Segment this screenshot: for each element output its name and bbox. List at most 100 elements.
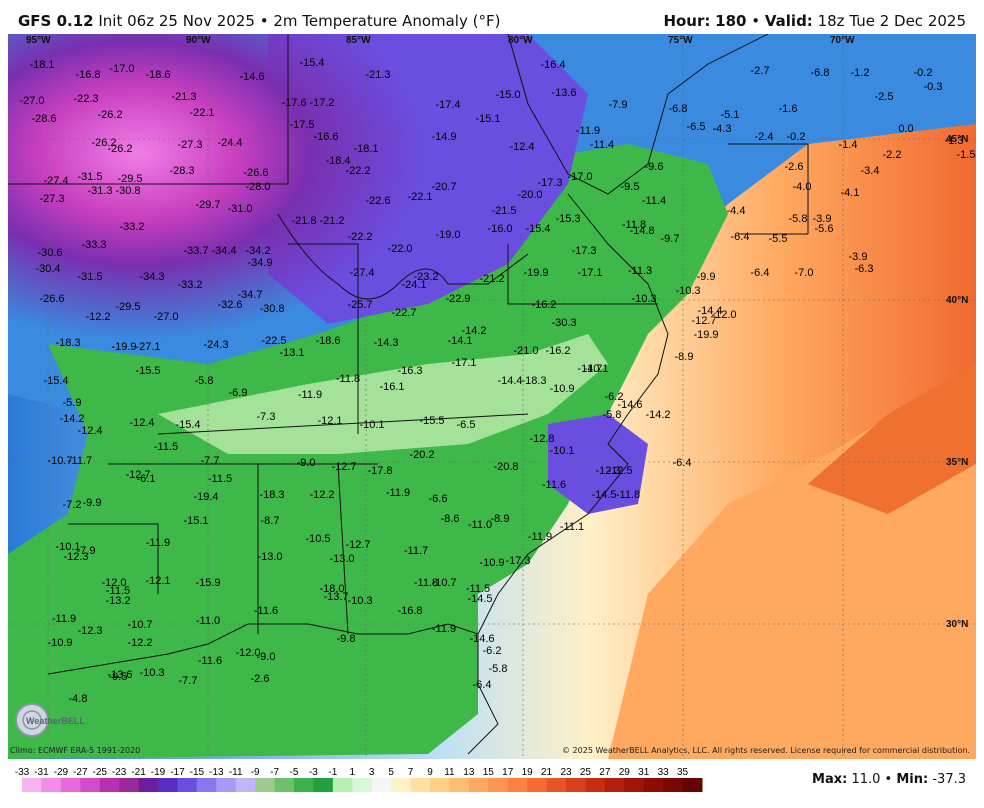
anomaly-value-label: -3.9 bbox=[813, 213, 832, 225]
scale-tick-label: -5 bbox=[290, 767, 299, 778]
anomaly-value-label: -22.2 bbox=[347, 231, 372, 243]
anomaly-value-label: -10.3 bbox=[139, 667, 164, 679]
anomaly-value-label: -14.6 bbox=[469, 633, 494, 645]
anomaly-value-label: -18.1 bbox=[29, 59, 54, 71]
scale-tick-label: 31 bbox=[638, 767, 650, 778]
anomaly-value-label: -19.9 bbox=[523, 267, 548, 279]
anomaly-value-label: -8.6 bbox=[441, 513, 460, 525]
anomaly-value-label: -19.9 bbox=[693, 329, 718, 341]
anomaly-value-label: -7.3 bbox=[257, 411, 276, 423]
anomaly-value-label: -13.7 bbox=[323, 591, 348, 603]
scale-swatch bbox=[527, 778, 548, 792]
anomaly-value-label: -24.1 bbox=[401, 279, 426, 291]
anomaly-value-label: -11.4 bbox=[642, 195, 666, 207]
anomaly-value-label: -12.2 bbox=[127, 637, 152, 649]
anomaly-value-label: -22.7 bbox=[391, 307, 416, 319]
header-title: GFS 0.12 Init 06z 25 Nov 2025 • 2m Tempe… bbox=[18, 12, 500, 30]
anomaly-value-label: -8.9 bbox=[675, 351, 694, 363]
anomaly-value-label: -1.5 bbox=[957, 149, 976, 161]
anomaly-value-label: -22.0 bbox=[387, 243, 412, 255]
anomaly-value-label: -22.2 bbox=[345, 165, 370, 177]
scale-swatch bbox=[60, 778, 81, 792]
anomaly-value-label: -11.0 bbox=[468, 519, 492, 531]
lon-label: 75°W bbox=[668, 35, 693, 46]
scale-tick-label: -13 bbox=[209, 767, 224, 778]
anomaly-value-label: -12.3 bbox=[63, 551, 88, 563]
anomaly-value-label: -22.9 bbox=[445, 293, 470, 305]
map-header: GFS 0.12 Init 06z 25 Nov 2025 • 2m Tempe… bbox=[0, 0, 984, 34]
anomaly-value-label: -22.1 bbox=[189, 107, 214, 119]
anomaly-value-label: -27.0 bbox=[153, 311, 178, 323]
scale-tick-label: 13 bbox=[463, 767, 475, 778]
scale-swatch bbox=[22, 778, 42, 792]
scale-swatch bbox=[158, 778, 178, 792]
anomaly-value-label: -17.0 bbox=[567, 171, 592, 183]
anomaly-value-label: -24.4 bbox=[217, 137, 242, 149]
lon-label: 95°W bbox=[26, 35, 51, 46]
anomaly-value-label: -21.3 bbox=[365, 69, 390, 81]
scale-swatch bbox=[449, 778, 470, 792]
anomaly-value-label: -33.3 bbox=[81, 239, 106, 251]
anomaly-value-label: -15.4 bbox=[299, 57, 324, 69]
anomaly-value-label: -4.0 bbox=[793, 181, 812, 193]
anomaly-value-label: -5.5 bbox=[769, 233, 788, 245]
anomaly-value-label: -13.0 bbox=[329, 553, 354, 565]
scale-tick-label: -7 bbox=[270, 767, 279, 778]
anomaly-value-label: -18.3 bbox=[55, 337, 80, 349]
anomaly-value-label: -11.8 bbox=[616, 489, 640, 501]
anomaly-value-label: -11.9 bbox=[146, 537, 170, 549]
copyright-note: © 2025 WeatherBELL Analytics, LLC. All r… bbox=[562, 746, 970, 755]
anomaly-value-label: -15.4 bbox=[175, 419, 200, 431]
anomaly-value-label: -14.4 bbox=[697, 305, 722, 317]
anomaly-value-label: -11.7 bbox=[68, 455, 92, 467]
scale-swatch bbox=[371, 778, 392, 792]
anomaly-value-label: -4.3 bbox=[713, 123, 732, 135]
anomaly-value-label: -27.1 bbox=[135, 341, 160, 353]
scale-tick-label: 35 bbox=[677, 767, 689, 778]
anomaly-value-label: -9.9 bbox=[83, 497, 102, 509]
anomaly-value-label: -28.6 bbox=[31, 113, 56, 125]
anomaly-value-label: -6.4 bbox=[673, 457, 692, 469]
anomaly-value-label: -30.3 bbox=[551, 317, 576, 329]
anomaly-value-label: -33.2 bbox=[177, 279, 202, 291]
scale-tick-label: -19 bbox=[151, 767, 166, 778]
anomaly-value-label: -14.4 bbox=[497, 375, 522, 387]
anomaly-value-label: -1.3 bbox=[945, 135, 964, 147]
anomaly-value-label: -34.7 bbox=[237, 289, 262, 301]
anomaly-value-label: -6.9 bbox=[229, 387, 248, 399]
anomaly-value-label: -12.4 bbox=[77, 425, 102, 437]
anomaly-value-label: -20.8 bbox=[493, 461, 518, 473]
anomaly-value-label: -9.0 bbox=[257, 651, 276, 663]
anomaly-value-label: -2.6 bbox=[251, 673, 270, 685]
lon-label: 85°W bbox=[346, 35, 371, 46]
anomaly-value-label: -16.4 bbox=[540, 59, 565, 71]
scale-swatch bbox=[682, 778, 703, 792]
anomaly-value-label: -22.3 bbox=[73, 93, 98, 105]
anomaly-value-label: -13.6 bbox=[107, 669, 132, 681]
scale-tick-label: 5 bbox=[388, 767, 394, 778]
scale-swatch bbox=[119, 778, 140, 792]
anomaly-value-label: -5.8 bbox=[789, 213, 808, 225]
anomaly-value-label: -11.9 bbox=[52, 613, 76, 625]
anomaly-value-label: -34.3 bbox=[139, 271, 164, 283]
anomaly-value-label: -31.5 bbox=[77, 271, 102, 283]
anomaly-value-label: -27.3 bbox=[39, 193, 64, 205]
anomaly-value-label: -3.4 bbox=[861, 165, 880, 177]
scale-swatch bbox=[313, 778, 334, 792]
scale-tick-label: 19 bbox=[522, 767, 534, 778]
anomaly-value-label: -31.0 bbox=[227, 203, 252, 215]
anomaly-value-label: -7.7 bbox=[179, 675, 198, 687]
hour-value: 180 bbox=[715, 12, 747, 30]
scale-swatch bbox=[216, 778, 237, 792]
anomaly-value-label: -16.0 bbox=[487, 223, 512, 235]
anomaly-value-label: -29.7 bbox=[195, 199, 220, 211]
product-name: 2m Temperature Anomaly (°F) bbox=[273, 12, 501, 30]
anomaly-value-label: -15.5 bbox=[135, 365, 160, 377]
anomaly-value-label: -14.8 bbox=[629, 225, 654, 237]
scale-tick-label: 1 bbox=[350, 767, 356, 778]
scale-tick-label: 29 bbox=[619, 767, 631, 778]
anomaly-value-label: -11.6 bbox=[198, 655, 222, 667]
anomaly-value-label: -17.8 bbox=[367, 465, 392, 477]
anomaly-value-label: -11.6 bbox=[542, 479, 566, 491]
scale-tick-label: 7 bbox=[408, 767, 414, 778]
